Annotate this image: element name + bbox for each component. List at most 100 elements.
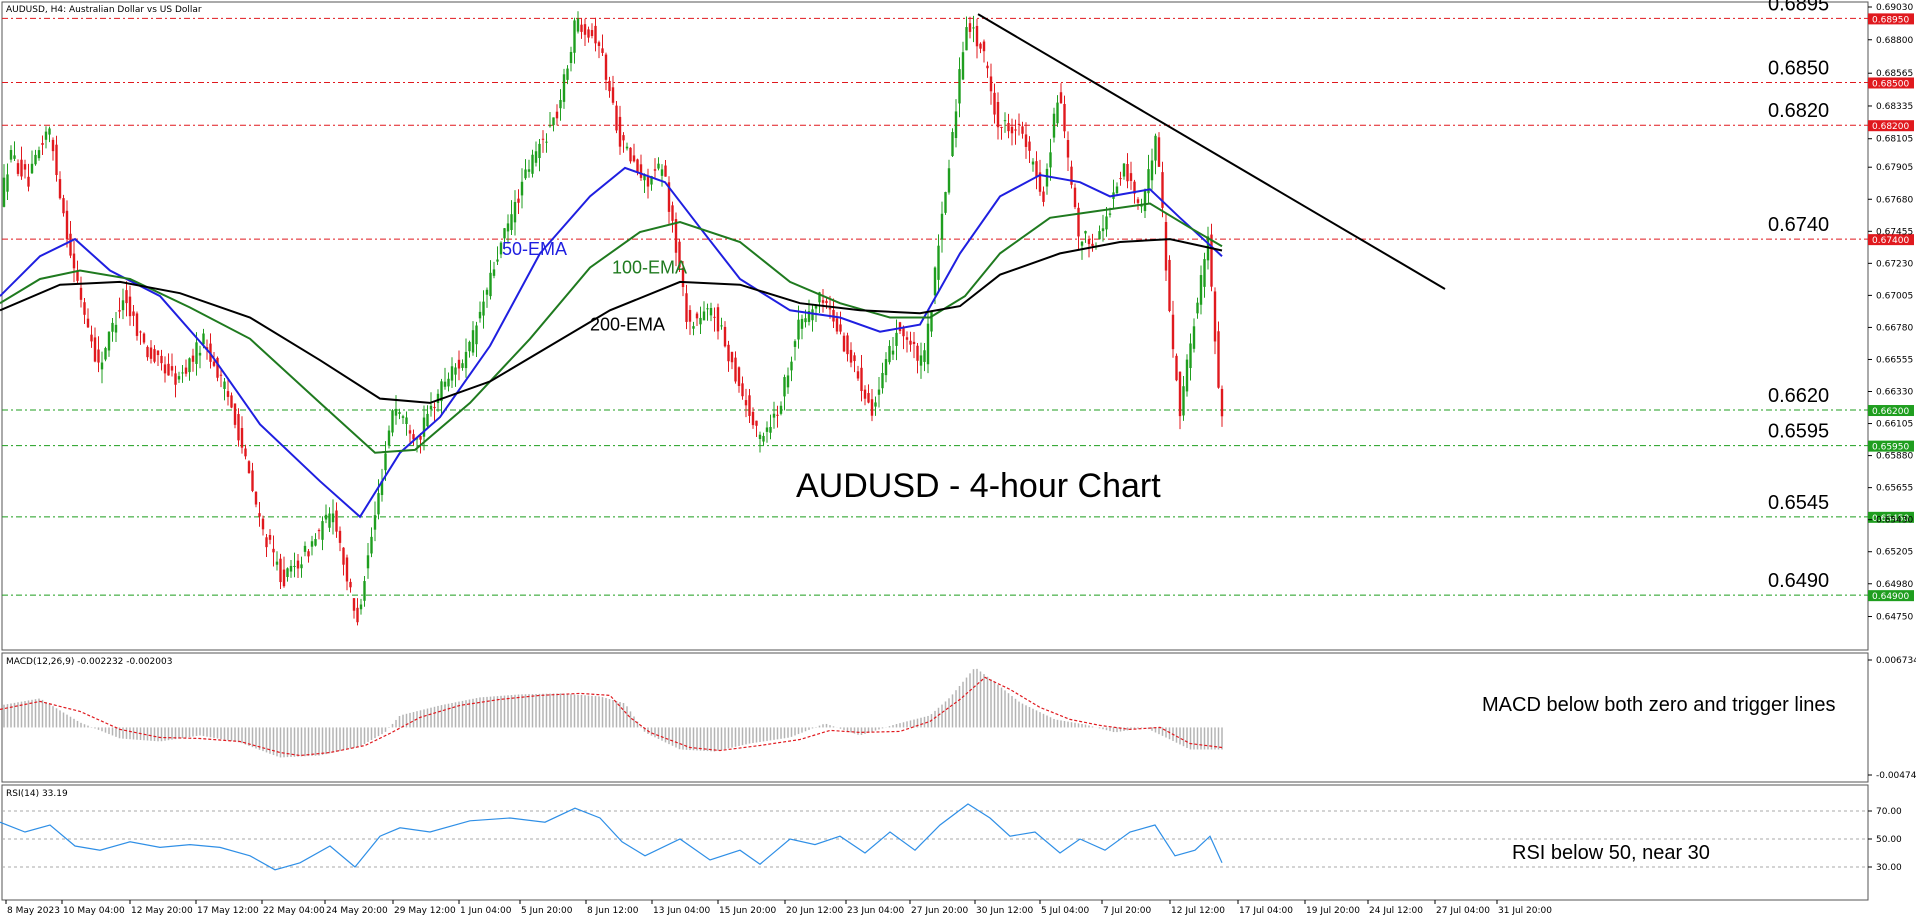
candle-body	[216, 357, 219, 378]
candle-body	[888, 345, 891, 363]
candle-body	[412, 434, 415, 440]
level-label: 0.6490	[1768, 570, 1829, 592]
candle-body	[587, 29, 590, 38]
macd-note: MACD below both zero and trigger lines	[1482, 694, 1836, 716]
candle-body	[982, 41, 986, 52]
candle-body	[811, 309, 814, 321]
candle-body	[426, 413, 429, 427]
candle-body	[328, 513, 331, 528]
candle-body	[562, 74, 566, 102]
ema-line-100-ema	[0, 202, 1223, 454]
candle-body	[541, 138, 545, 140]
candle-body	[83, 302, 86, 315]
candle-body	[636, 159, 639, 173]
candle-body	[1192, 326, 1196, 349]
time-axis: 8 May 2023 10 May 04:00 12 May 20:00 17 May…	[5, 900, 1552, 916]
candle-body	[744, 400, 748, 406]
candle-body	[506, 223, 510, 232]
candle-body	[657, 163, 660, 169]
candle-body	[261, 518, 265, 530]
candle-body	[265, 537, 268, 548]
candle-body	[639, 164, 643, 178]
candle-body	[933, 267, 937, 296]
rsi-panel-frame	[1, 784, 1869, 901]
candle-body	[937, 245, 940, 280]
rsi-header: RSI(14) 33.19	[6, 789, 68, 799]
candle-body	[510, 214, 513, 231]
candle-body	[1014, 129, 1017, 131]
candle-body	[181, 372, 184, 374]
time-tick-label: 15 Jun 20:00	[719, 906, 776, 916]
candle-body	[1217, 331, 1220, 388]
candle-body	[303, 545, 307, 552]
candle-body	[954, 111, 958, 139]
candle-body	[289, 565, 293, 572]
candle-body	[44, 131, 48, 140]
price-tick-label: 0.65430	[1876, 516, 1913, 526]
candle-body	[335, 510, 338, 532]
price-panel-frame	[1, 1, 1869, 651]
candle-body	[1010, 126, 1014, 134]
candle-body	[706, 308, 709, 310]
candle-body	[482, 301, 485, 316]
candle-body	[629, 147, 632, 162]
level-label: 0.6620	[1768, 385, 1829, 407]
candle-body	[174, 373, 177, 385]
candle-body	[489, 272, 492, 297]
candle-body	[741, 383, 744, 397]
candle-body	[254, 491, 258, 505]
candle-body	[282, 569, 286, 587]
candle-body	[786, 375, 790, 388]
candle-body	[457, 359, 461, 369]
candle-body	[121, 300, 125, 311]
macd-tick-label: 0.006734	[1876, 656, 1916, 666]
time-tick-label: 19 Jul 20:00	[1306, 906, 1360, 916]
candle-body	[552, 117, 555, 126]
level-tag-box	[1868, 77, 1914, 89]
candle-body	[373, 515, 377, 530]
time-tick-label: 24 May 20:00	[326, 906, 388, 916]
candle-body	[1042, 191, 1045, 202]
candle-body	[314, 539, 317, 546]
candle-body	[55, 144, 58, 176]
candle-body	[212, 361, 216, 366]
ema-labels: 50-EMA 100-EMA 200-EMA	[502, 239, 687, 334]
candle-body	[867, 393, 870, 403]
candle-body	[748, 395, 751, 416]
candle-body	[492, 269, 496, 276]
price-axis: 0.69030 0.68800 0.68565 0.68335 0.68105 0.679…	[1868, 3, 1913, 623]
candle-body	[534, 151, 538, 163]
candle-body	[1000, 126, 1003, 128]
candle-body	[13, 155, 16, 159]
level-label: 0.6545	[1768, 492, 1829, 514]
candle-body	[1077, 207, 1080, 237]
candle-body	[1189, 343, 1192, 369]
time-tick-label: 17 May 12:00	[197, 906, 259, 916]
candle-body	[828, 308, 832, 310]
time-tick-label: 13 Jun 04:00	[653, 906, 710, 916]
rsi-tick-label: 70.00	[1876, 807, 1902, 817]
candle-body	[1049, 152, 1052, 168]
time-tick-label: 12 Jul 12:00	[1171, 906, 1225, 916]
level-label: 0.6820	[1768, 100, 1829, 122]
candle-body	[1154, 135, 1157, 161]
candle-body	[979, 43, 982, 49]
candle-body	[1182, 386, 1185, 416]
candle-body	[643, 174, 646, 181]
candle-body	[338, 530, 342, 543]
candle-body	[86, 318, 90, 328]
candle-body	[384, 453, 387, 471]
price-tick-label: 0.68800	[1876, 36, 1913, 46]
candle-body	[720, 325, 723, 327]
level-tag-box	[1868, 13, 1914, 25]
candle-body	[51, 139, 55, 152]
candle-body	[1101, 228, 1105, 232]
candle-body	[118, 310, 121, 312]
candle-body	[972, 27, 975, 29]
candle-body	[268, 534, 272, 540]
candle-body	[835, 318, 839, 332]
candle-body	[1098, 231, 1101, 240]
candle-body	[580, 24, 583, 32]
candle-body	[198, 352, 202, 356]
price-tick-label: 0.67005	[1876, 291, 1913, 301]
